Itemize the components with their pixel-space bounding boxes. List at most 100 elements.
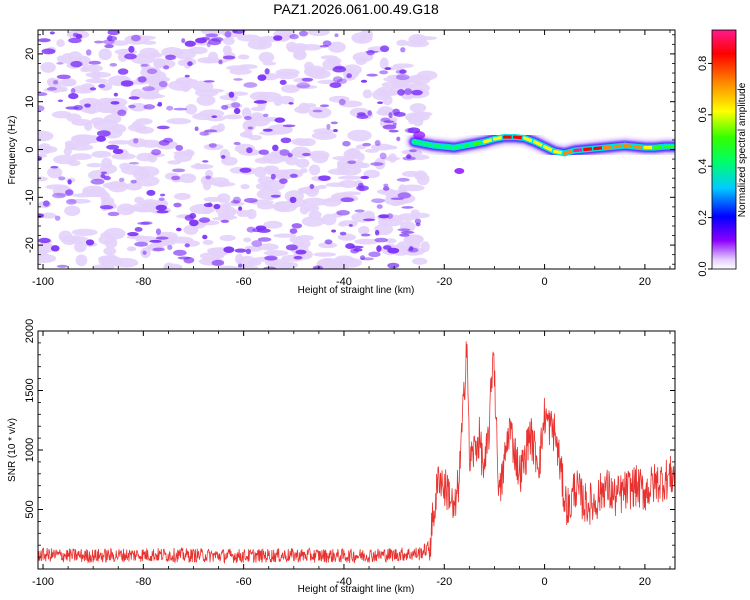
noise-blob-light [336, 257, 363, 268]
noise-blob [411, 89, 423, 96]
noise-blob [213, 203, 221, 210]
noise-blob [399, 233, 410, 237]
noise-blob [117, 109, 127, 117]
x-tick-label: -20 [436, 276, 452, 288]
noise-blob [167, 245, 173, 250]
noise-blob [384, 67, 392, 71]
noise-blob [285, 244, 298, 251]
noise-blob [149, 239, 162, 243]
noise-blob [270, 173, 276, 180]
noise-blob-light [338, 222, 347, 227]
noise-blob [374, 229, 380, 236]
noise-blob [98, 83, 106, 89]
noise-blob [211, 259, 225, 267]
noise-blob-light [263, 166, 272, 173]
noise-blob [110, 101, 120, 105]
noise-blob [399, 69, 407, 74]
noise-blob [211, 37, 224, 42]
noise-blob-light [370, 143, 394, 151]
noise-blob-light [327, 168, 350, 176]
noise-blob-light [104, 236, 118, 249]
noise-blob [131, 34, 141, 42]
noise-blob [348, 224, 353, 227]
noise-blob-light [90, 117, 106, 126]
noise-blob [359, 255, 366, 261]
noise-blob-light [110, 40, 130, 46]
noise-blob-light [313, 128, 334, 135]
noise-blob [194, 126, 199, 132]
noise-blob-light [75, 254, 88, 267]
noise-blob [222, 55, 236, 60]
x-tick-label: -20 [436, 576, 452, 588]
noise-blob [367, 110, 372, 116]
noise-blob [127, 232, 139, 237]
noise-blob-light [71, 228, 98, 236]
noise-blob-light [217, 265, 239, 269]
noise-blob [75, 33, 83, 39]
colorbar: 0.0 0.2 0.4 0.6 0.8 Normalized spectral ampl… [697, 29, 748, 277]
noise-blob [301, 77, 314, 82]
noise-blob-light [301, 138, 316, 147]
noise-blob [234, 248, 247, 253]
noise-blob-light [308, 210, 322, 220]
noise-blob [143, 104, 156, 110]
noise-blob [262, 128, 273, 132]
noise-blob-light [117, 51, 128, 63]
noise-blob-light [381, 81, 405, 89]
noise-blob-light [358, 37, 367, 43]
noise-blob [282, 124, 296, 128]
noise-blob [175, 144, 184, 152]
noise-blob [263, 266, 277, 269]
noise-blob [220, 219, 230, 223]
noise-blob-light [317, 260, 333, 265]
noise-blob [376, 204, 383, 209]
noise-blob-light [64, 205, 81, 217]
snr-y-ticks: 500 1000 1500 2000 [24, 319, 675, 570]
noise-blob-light [256, 91, 282, 103]
noise-blob-light [121, 206, 146, 212]
noise-blob [54, 215, 61, 221]
noise-blob-light [179, 173, 197, 184]
noise-blob [221, 154, 226, 159]
noise-blob-light [125, 182, 143, 191]
noise-blob [100, 173, 106, 179]
noise-blob [232, 196, 242, 204]
noise-blob [331, 229, 337, 233]
noise-blob [88, 60, 101, 65]
noise-blob [312, 109, 323, 113]
noise-blob-light [163, 262, 175, 269]
noise-blob-light [81, 64, 103, 73]
noise-blob-light [254, 157, 273, 164]
noise-blob [333, 129, 338, 133]
noise-blob [38, 155, 43, 162]
noise-blob [198, 217, 211, 223]
noise-blob-light [56, 39, 65, 48]
noise-blob [324, 239, 333, 245]
noise-blob-light [239, 131, 251, 138]
noise-blob [202, 160, 209, 163]
noise-blob [379, 152, 387, 160]
noise-blob [134, 241, 148, 247]
noise-blob-light [273, 233, 297, 238]
noise-blob [137, 76, 147, 83]
noise-blob [50, 245, 60, 252]
noise-blob-light [62, 78, 77, 87]
noise-blob [128, 45, 135, 53]
noise-blob [202, 234, 208, 240]
noise-blob [390, 197, 404, 200]
noise-blob [238, 206, 243, 211]
noise-blob [181, 38, 186, 44]
noise-blob [402, 156, 416, 161]
noise-blob-light [61, 53, 74, 64]
noise-blob [382, 124, 397, 130]
noise-blob [346, 73, 352, 79]
noise-blob-light [416, 173, 430, 186]
noise-blob [128, 161, 140, 165]
noise-blob [395, 73, 410, 81]
noise-blob-light [318, 242, 338, 249]
noise-blob-light [134, 196, 145, 204]
noise-blob-light [299, 204, 309, 215]
noise-blob-light [311, 131, 337, 140]
noise-blob-light [223, 114, 243, 120]
noise-blob [158, 139, 170, 146]
